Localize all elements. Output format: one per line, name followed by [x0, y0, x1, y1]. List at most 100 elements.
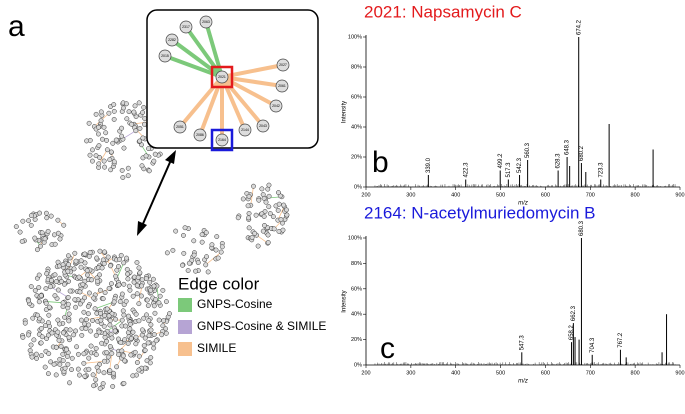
network-node: [86, 311, 90, 315]
network-node: [165, 251, 169, 255]
network-node: [33, 236, 37, 240]
network-node: [146, 341, 150, 345]
network-node: [39, 341, 43, 345]
network-node: [108, 323, 112, 327]
network-node: [66, 262, 70, 266]
network-node: [54, 373, 58, 377]
network-node: [181, 233, 185, 237]
x-tick-label: 400: [451, 192, 460, 198]
network-node: [28, 348, 32, 352]
y-tick-label: 100%: [348, 34, 362, 40]
network-node: [116, 337, 120, 341]
network-node: [112, 102, 116, 106]
network-node: [247, 226, 251, 230]
arrow: [137, 150, 176, 236]
network-node: [196, 260, 200, 264]
network-node: [80, 333, 84, 337]
network-node: [108, 368, 112, 372]
network-node: [121, 354, 125, 358]
network-node: [148, 288, 152, 292]
network-node: [83, 374, 87, 378]
network-node: [37, 300, 41, 304]
network-node: [148, 361, 152, 365]
network-node: [52, 362, 56, 366]
network-node: [134, 342, 138, 346]
x-tick-label: 300: [406, 370, 415, 376]
network-node: [137, 101, 141, 105]
peak-label: 628.3: [556, 153, 562, 169]
network-node: [110, 384, 114, 388]
network-node: [117, 283, 121, 287]
inset-node-label: 2043: [259, 124, 267, 128]
network-node: [192, 239, 196, 243]
network-node: [97, 143, 101, 147]
network-node: [26, 218, 30, 222]
network-node: [246, 216, 250, 220]
network-node: [57, 338, 61, 342]
network-node: [88, 329, 92, 333]
network-node: [90, 159, 94, 163]
network-node: [137, 139, 141, 143]
network-node: [122, 337, 126, 341]
network-node: [120, 292, 124, 296]
network-node: [29, 223, 33, 227]
y-tick-label: 20%: [351, 337, 362, 343]
inset-node-label: 2282: [168, 38, 176, 42]
network-node: [62, 315, 66, 319]
network-node: [142, 105, 146, 109]
network-node: [85, 273, 89, 277]
network-node: [148, 280, 152, 284]
network-node: [281, 228, 285, 232]
legend-swatch: [178, 320, 192, 334]
network-node: [84, 326, 88, 330]
network-node: [40, 335, 44, 339]
network-node: [112, 300, 116, 304]
network-node: [21, 219, 25, 223]
network-node: [69, 367, 73, 371]
network-node: [64, 348, 68, 352]
network-node: [87, 367, 91, 371]
network-node: [151, 346, 155, 350]
network-node: [94, 346, 98, 350]
network-node: [50, 331, 54, 335]
spectrum-title: 2164: N-acetylmuriedomycin B: [364, 203, 595, 222]
network-node: [105, 148, 109, 152]
network-node: [132, 110, 136, 114]
network-node: [99, 110, 103, 114]
network-node: [111, 141, 115, 145]
network-node: [279, 217, 283, 221]
network-node: [152, 332, 156, 336]
network-node: [204, 230, 208, 234]
network-node: [56, 218, 60, 222]
network-node: [98, 386, 102, 390]
network-node: [106, 355, 110, 359]
network-node: [149, 355, 153, 359]
network-node: [129, 122, 133, 126]
network-node: [266, 240, 270, 244]
network-node: [78, 302, 82, 306]
network-node: [100, 137, 104, 141]
x-tick-label: 300: [406, 192, 415, 198]
network-node: [26, 333, 30, 337]
network-node: [140, 328, 144, 332]
network-node: [100, 266, 104, 270]
network-node: [35, 247, 39, 251]
y-tick-label: 60%: [351, 94, 362, 100]
network-node: [180, 263, 184, 267]
network-node: [105, 307, 109, 311]
network-node: [61, 352, 65, 356]
x-tick-label: 200: [361, 192, 370, 198]
network-node: [193, 269, 197, 273]
network-node: [91, 384, 95, 388]
network-node: [31, 316, 35, 320]
network-node: [113, 317, 117, 321]
network-node: [187, 261, 191, 265]
network-node: [34, 352, 38, 356]
network-node: [133, 350, 137, 354]
network-node: [43, 365, 47, 369]
legend-swatch: [178, 298, 192, 312]
network-node: [30, 355, 34, 359]
network-node: [112, 109, 116, 113]
inset-node-label: 2061: [278, 84, 286, 88]
network-node: [91, 296, 95, 300]
